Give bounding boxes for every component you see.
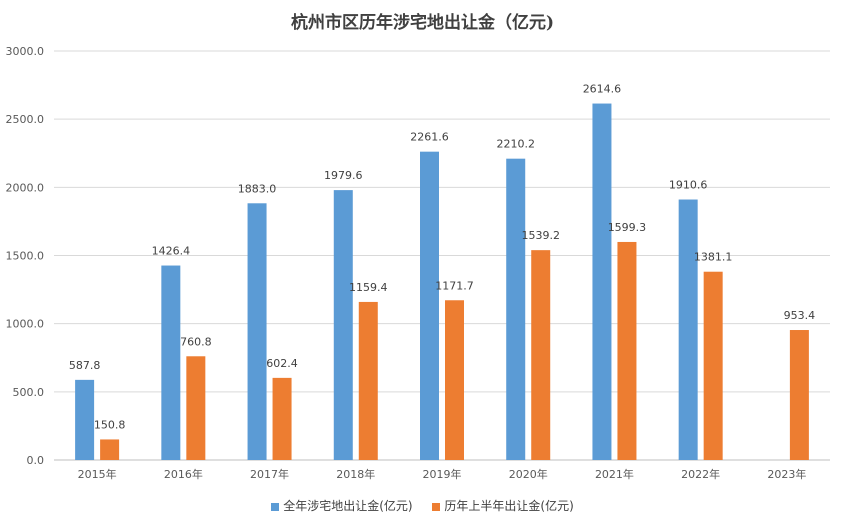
y-tick-label: 2000.0	[6, 181, 45, 194]
data-label: 2614.6	[583, 83, 622, 96]
y-tick-label: 3000.0	[6, 45, 45, 58]
legend-swatch-series-1	[271, 502, 280, 511]
data-label: 1159.4	[349, 281, 388, 294]
bar-series-1	[75, 379, 95, 460]
legend-item-series-2: 历年上半年出让金(亿元)	[432, 497, 574, 514]
bar-series-2	[100, 439, 120, 460]
x-tick-label: 2018年	[336, 467, 375, 481]
data-label: 1599.3	[608, 221, 647, 234]
data-label: 2210.2	[496, 138, 535, 151]
bar-series-2	[789, 330, 809, 460]
bar-series-2	[358, 301, 378, 460]
data-label: 602.4	[266, 357, 298, 370]
bar-series-1	[247, 203, 267, 460]
x-tick-label: 2017年	[250, 467, 289, 481]
bar-series-2	[617, 241, 637, 460]
x-tick-label: 2021年	[595, 467, 634, 481]
legend: 全年涉宅地出让金(亿元) 历年上半年出让金(亿元)	[0, 497, 845, 514]
bar-series-2	[272, 377, 292, 460]
legend-label-series-1: 全年涉宅地出让金(亿元)	[283, 499, 413, 513]
bar-series-1	[161, 265, 181, 460]
chart-title: 杭州市区历年涉宅地出让金（亿元)	[290, 13, 555, 33]
data-label: 1979.6	[324, 169, 363, 182]
x-tick-label: 2023年	[767, 467, 806, 481]
data-label: 1910.6	[669, 179, 708, 192]
legend-label-series-2: 历年上半年出让金(亿元)	[444, 499, 574, 513]
data-label: 1883.0	[238, 182, 277, 195]
legend-item-series-1: 全年涉宅地出让金(亿元)	[271, 497, 413, 514]
y-tick-label: 2500.0	[6, 113, 45, 126]
bar-series-1	[333, 190, 353, 460]
y-tick-label: 500.0	[13, 386, 45, 399]
data-label: 2261.6	[410, 131, 449, 144]
data-label: 760.8	[180, 335, 212, 348]
y-tick-label: 1500.0	[6, 250, 45, 263]
legend-swatch-series-2	[432, 502, 441, 511]
data-label: 1539.2	[521, 229, 560, 242]
bar-series-2	[531, 250, 551, 460]
data-label: 953.4	[784, 309, 816, 322]
bar-series-1	[506, 158, 526, 460]
x-tick-label: 2020年	[509, 467, 548, 481]
x-tick-label: 2015年	[78, 467, 117, 481]
x-tick-label: 2019年	[423, 467, 462, 481]
bar-series-1	[420, 151, 439, 461]
data-label: 1381.1	[694, 251, 733, 264]
bar-series-2	[703, 271, 723, 460]
data-label: 1171.7	[435, 279, 474, 292]
x-tick-label: 2016年	[164, 467, 203, 481]
data-label: 1426.4	[152, 245, 191, 258]
bar-series-2	[445, 300, 464, 460]
data-label: 150.8	[94, 418, 126, 431]
bar-series-1	[592, 103, 612, 460]
data-label: 587.8	[69, 359, 101, 372]
bar-series-1	[678, 199, 698, 460]
y-tick-label: 0.0	[27, 454, 45, 467]
y-tick-label: 1000.0	[6, 318, 45, 331]
bar-series-2	[186, 356, 206, 460]
x-tick-label: 2022年	[681, 467, 720, 481]
